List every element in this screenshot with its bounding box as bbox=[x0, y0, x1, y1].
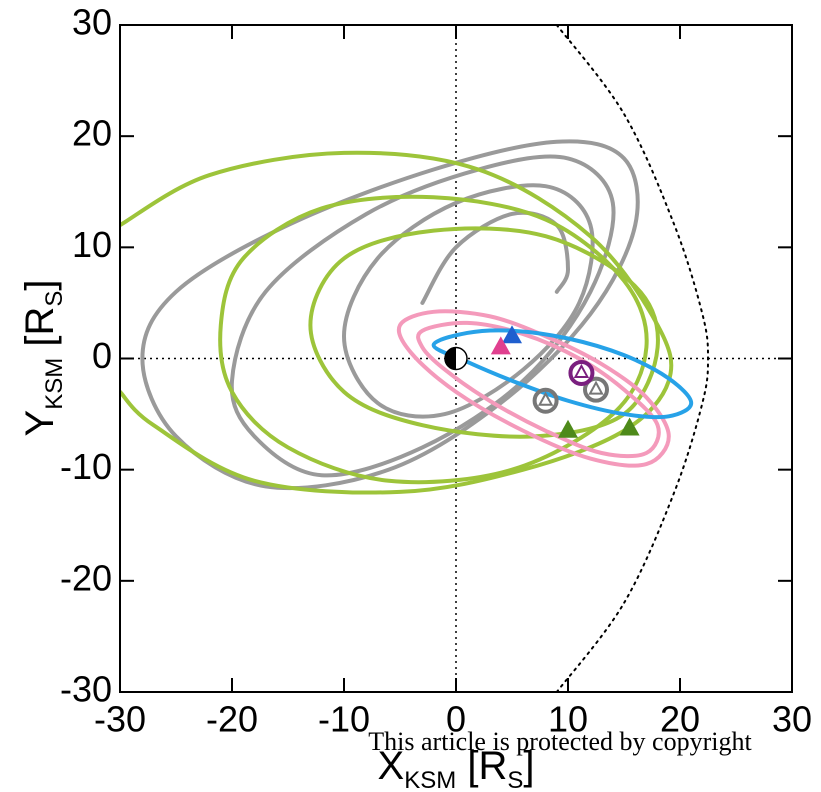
y-tick-label: -10 bbox=[60, 446, 112, 487]
x-tick-label: 10 bbox=[548, 699, 588, 740]
x-axis-label-main: X bbox=[378, 744, 405, 788]
x-tick-label: -10 bbox=[318, 699, 370, 740]
x-axis-label-unit: [R bbox=[467, 744, 507, 788]
space bbox=[456, 744, 467, 788]
x-axis-label: XKSM [RS] bbox=[378, 744, 535, 792]
y-axis-label-close: ] bbox=[18, 280, 62, 291]
space bbox=[18, 347, 62, 358]
orbit bbox=[120, 150, 674, 495]
x-tick-label: 0 bbox=[446, 699, 466, 740]
orbit bbox=[341, 183, 595, 419]
boundary-line bbox=[555, 25, 709, 692]
x-tick-label: -20 bbox=[206, 699, 258, 740]
y-axis-label-main: Y bbox=[18, 410, 62, 437]
ring-inner bbox=[588, 380, 604, 395]
orbit bbox=[416, 320, 661, 459]
x-axis-label-sub: KSM bbox=[404, 767, 456, 792]
y-tick-label: 20 bbox=[72, 113, 112, 154]
triangle-marker bbox=[490, 336, 511, 355]
x-tick-label: 30 bbox=[772, 699, 812, 740]
x-axis-label-unit_sub: S bbox=[507, 767, 523, 792]
y-axis-label: YKSM [RS] bbox=[18, 280, 68, 437]
ring bbox=[583, 376, 609, 403]
watermark: This article is protected by copyright bbox=[368, 727, 752, 756]
orbit bbox=[396, 309, 671, 468]
triangle-marker bbox=[558, 419, 578, 438]
triangle-marker bbox=[619, 417, 640, 436]
y-tick-label: 0 bbox=[92, 335, 112, 376]
x-tick-label: -30 bbox=[94, 699, 146, 740]
ring-marker bbox=[568, 359, 595, 386]
orbit bbox=[308, 226, 660, 439]
y-tick-label: -30 bbox=[60, 669, 112, 710]
ring bbox=[532, 387, 559, 414]
x-axis-label-close: ] bbox=[523, 744, 534, 788]
plot-area bbox=[120, 25, 792, 692]
planet-marker bbox=[444, 346, 468, 371]
y-axis-label-unit: [R bbox=[18, 307, 62, 347]
ring-marker bbox=[583, 376, 609, 403]
ring-inner bbox=[537, 391, 554, 406]
ring-inner bbox=[573, 363, 590, 378]
ring-marker bbox=[532, 387, 559, 414]
planet-dark bbox=[445, 347, 456, 370]
y-tick-label: 30 bbox=[72, 2, 112, 43]
y-tick-label: -20 bbox=[60, 557, 112, 598]
orbit bbox=[420, 210, 571, 305]
y-axis-label-sub: KSM bbox=[41, 358, 68, 410]
orbit bbox=[218, 194, 649, 485]
y-tick-label: 10 bbox=[72, 224, 112, 265]
triangle-marker bbox=[502, 325, 522, 344]
x-tick-label: 20 bbox=[660, 699, 700, 740]
ring bbox=[568, 359, 595, 386]
orbit bbox=[229, 154, 616, 478]
y-axis-label-unit_sub: S bbox=[41, 291, 68, 307]
